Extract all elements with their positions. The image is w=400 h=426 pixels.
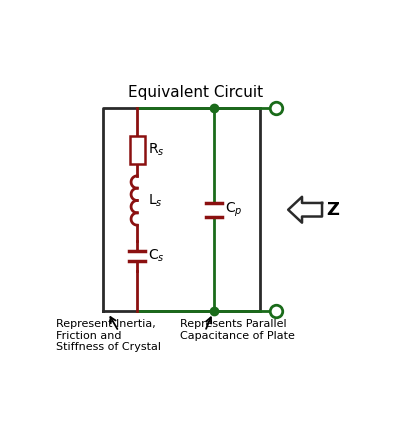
- Text: L$_s$: L$_s$: [148, 192, 163, 209]
- Text: Z: Z: [327, 201, 340, 219]
- Text: Equivalent Circuit: Equivalent Circuit: [128, 85, 263, 100]
- Bar: [130, 136, 145, 164]
- Text: Represents Parallel
Capacitance of Plate: Represents Parallel Capacitance of Plate: [180, 319, 295, 341]
- Text: Represent Inertia,
Friction and
Stiffness of Crystal: Represent Inertia, Friction and Stiffnes…: [56, 319, 161, 352]
- Text: C$_s$: C$_s$: [148, 248, 165, 264]
- Polygon shape: [288, 197, 322, 223]
- Text: C$_p$: C$_p$: [225, 201, 242, 219]
- Text: R$_s$: R$_s$: [148, 141, 165, 158]
